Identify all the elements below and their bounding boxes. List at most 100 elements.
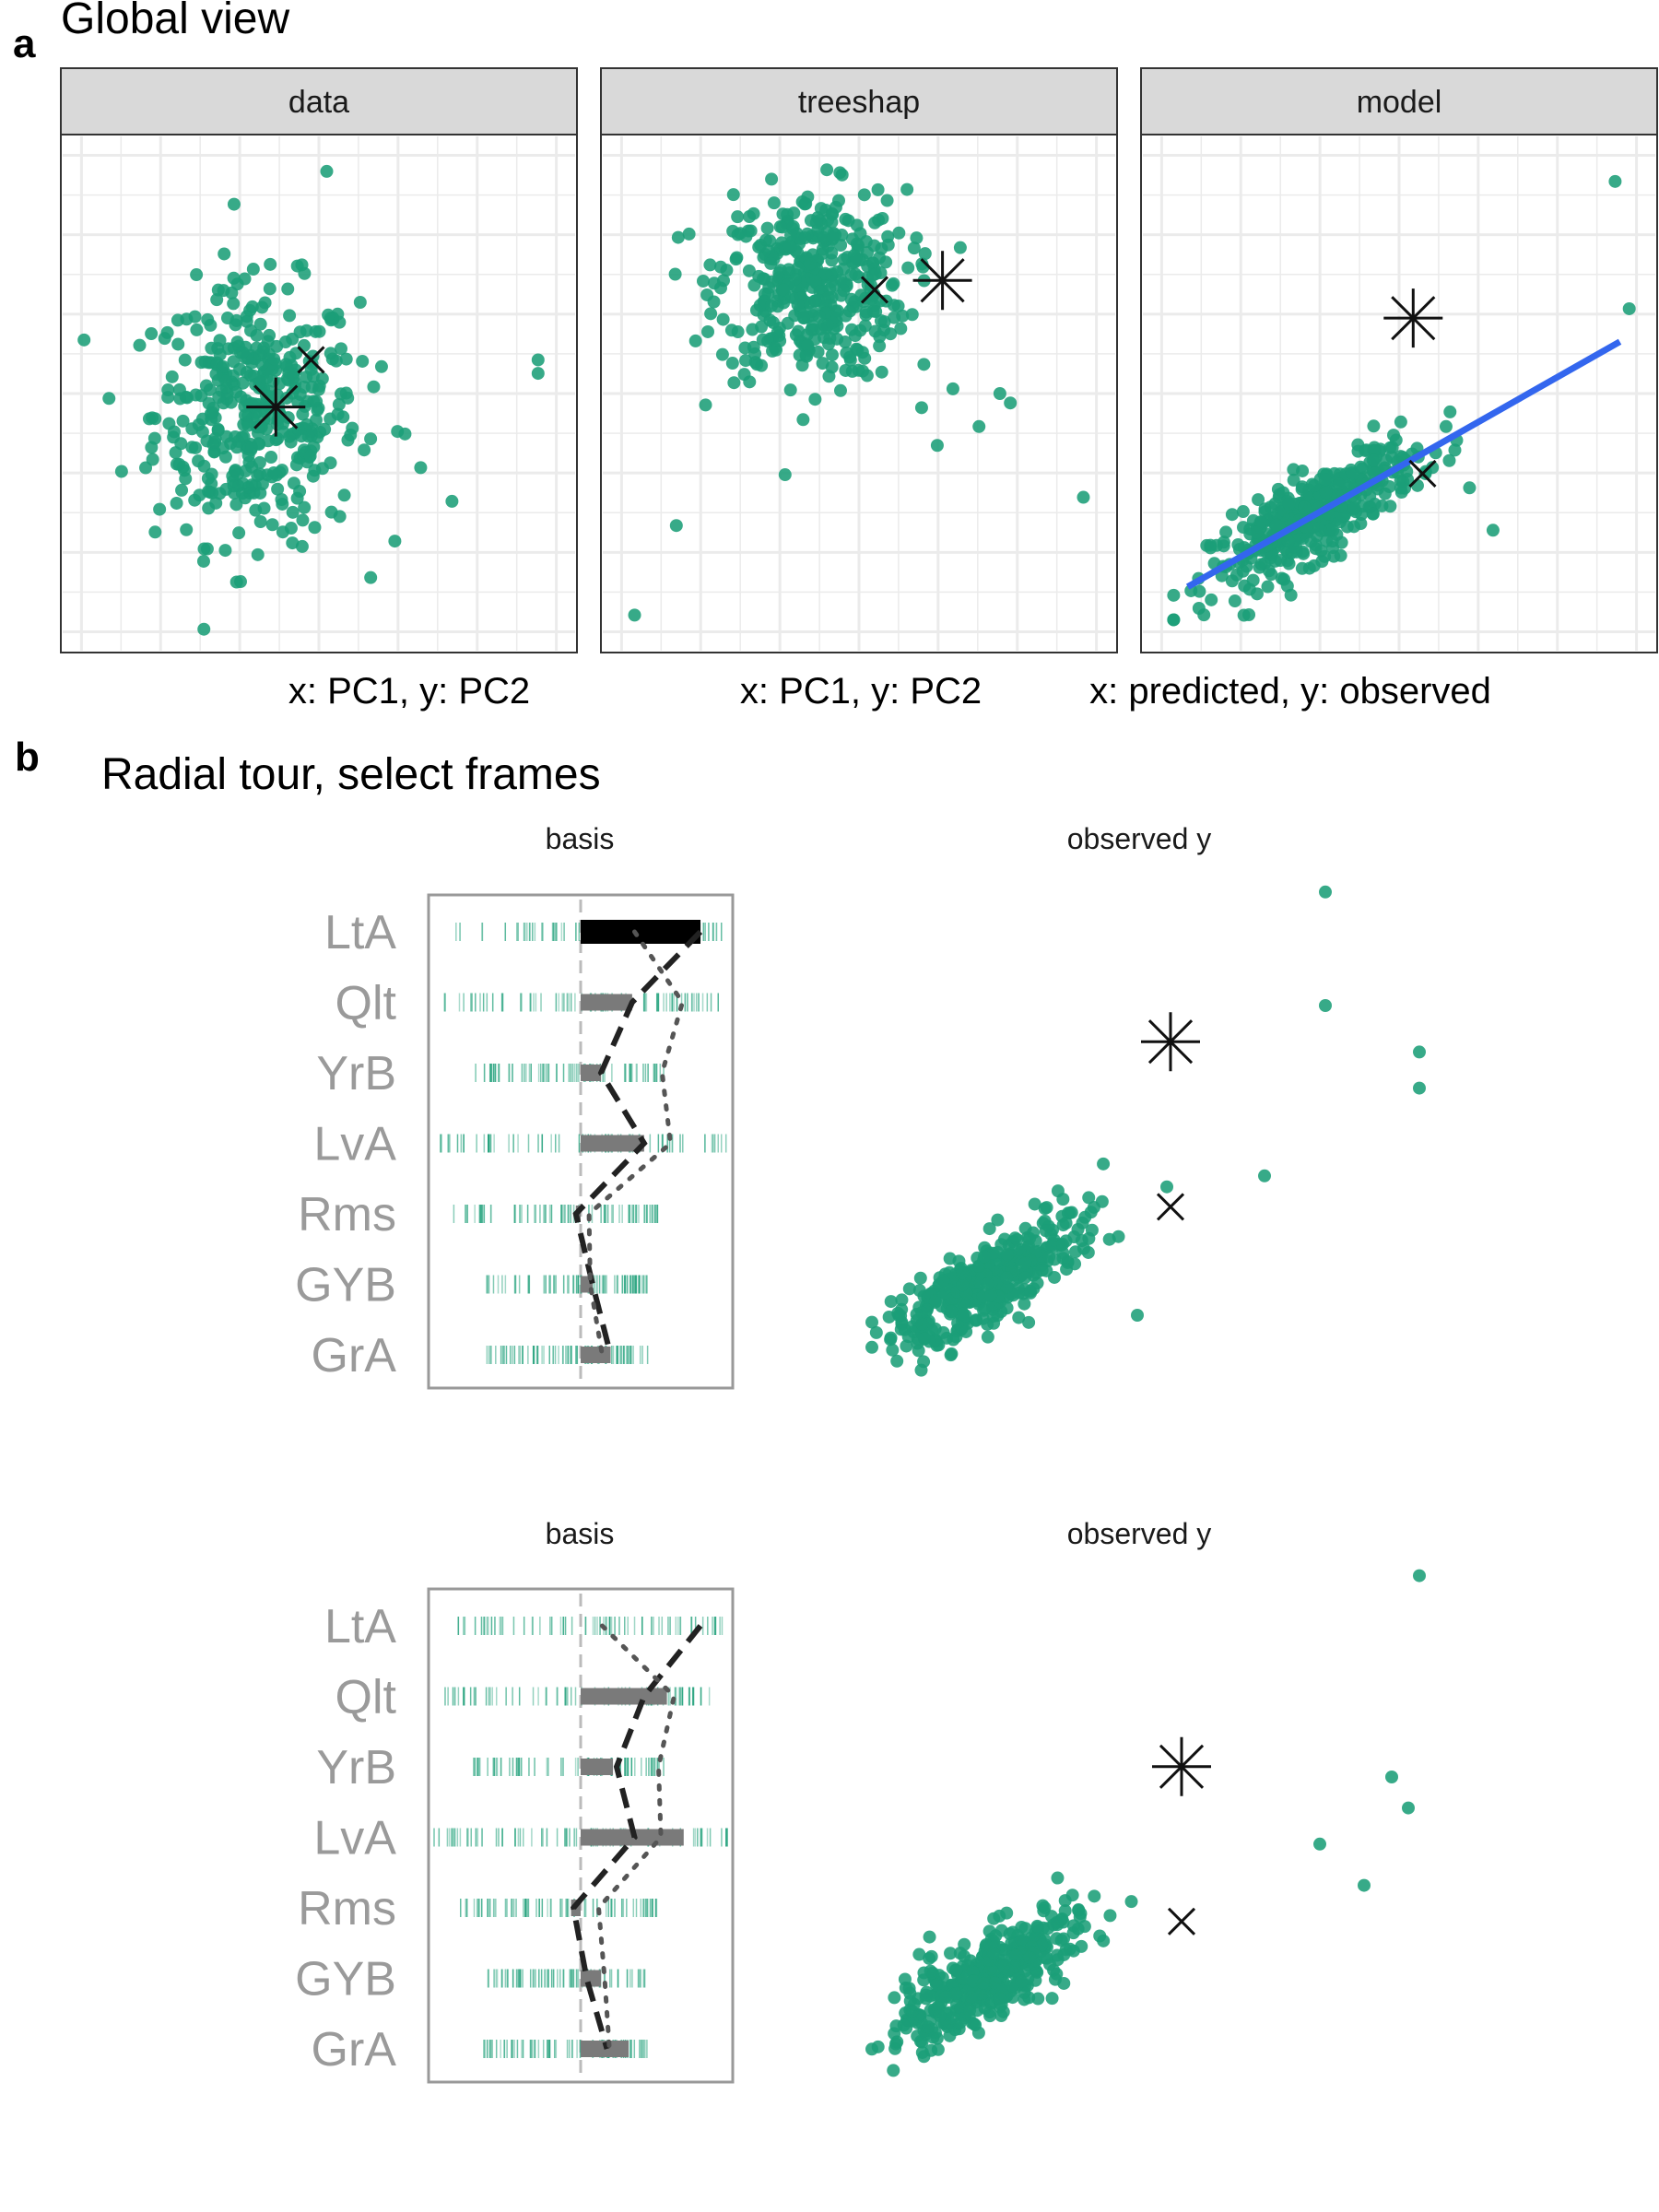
data-point: [280, 359, 294, 373]
data-point: [784, 229, 798, 242]
data-point: [1184, 583, 1198, 597]
data-point: [179, 472, 193, 486]
data-point: [993, 1992, 1006, 2006]
facet-treeshap-strip-label: treeshap: [798, 85, 920, 120]
data-point: [196, 554, 210, 568]
data-point: [837, 284, 851, 298]
x-marker: [297, 346, 325, 374]
data-point: [1022, 1315, 1036, 1329]
data-point: [814, 322, 828, 335]
data-point: [258, 296, 272, 310]
data-point: [785, 290, 799, 304]
data-point: [922, 2020, 935, 2034]
panel-b-label: b: [15, 735, 40, 780]
data-point: [201, 312, 215, 326]
x-marker: [1156, 1193, 1185, 1221]
data-point: [894, 1309, 908, 1323]
star-marker: [912, 251, 972, 311]
data-point: [1055, 1238, 1069, 1252]
data-point: [988, 1976, 1002, 1990]
data-point: [855, 364, 869, 378]
data-point: [936, 1274, 950, 1288]
variable-label-yrb: YrB: [316, 1741, 396, 1794]
data-point: [727, 376, 741, 390]
data-point: [1102, 1232, 1116, 1246]
data-point: [212, 390, 226, 404]
contribution-bar-yrb: [581, 1759, 614, 1775]
data-point: [767, 196, 781, 210]
data-point: [865, 268, 879, 282]
data-point: [283, 429, 297, 443]
data-point: [945, 2011, 959, 2025]
frame-2-basis-box: [427, 1587, 735, 2084]
data-point: [765, 275, 779, 288]
data-point: [337, 488, 351, 502]
star-marker: [246, 377, 306, 437]
data-point: [1319, 486, 1333, 500]
variable-label-gyb: GYB: [295, 1259, 396, 1312]
data-point: [946, 1271, 959, 1285]
data-point: [267, 352, 281, 366]
data-point: [153, 502, 167, 516]
data-point: [972, 419, 986, 433]
frame-2-basis: [433, 1594, 728, 2077]
data-point: [356, 354, 370, 368]
data-point: [1000, 1280, 1014, 1294]
data-point: [971, 1259, 985, 1273]
data-point: [202, 501, 216, 515]
x-marker: [1408, 459, 1437, 488]
facet-data-axis-caption: x: PC1, y: PC2: [288, 671, 530, 712]
data-point: [224, 395, 238, 409]
data-point: [227, 271, 241, 285]
data-point: [1367, 453, 1381, 467]
data-point: [1448, 443, 1462, 457]
frame-1-basis-box: [427, 893, 735, 1390]
data-point: [102, 392, 116, 406]
data-point: [1012, 1311, 1026, 1324]
data-point: [1367, 443, 1381, 457]
data-point: [114, 465, 128, 478]
data-point: [773, 219, 787, 233]
data-point: [765, 299, 779, 312]
facet-treeshap-axis-caption: x: PC1, y: PC2: [740, 671, 982, 712]
frame-2-variable-labels: LtA Qlt YrB LvA Rms GYB GrA: [295, 1600, 396, 2077]
data-point: [133, 338, 147, 352]
frame-1-points: [865, 885, 1426, 1377]
variable-label-lva: LvA: [313, 1118, 396, 1171]
data-point: [897, 2018, 911, 2032]
data-point: [765, 172, 779, 186]
data-point: [295, 539, 309, 553]
data-point: [180, 312, 194, 326]
data-point: [1045, 1992, 1059, 2006]
data-point: [1018, 1256, 1032, 1270]
data-point: [772, 322, 786, 335]
data-point: [1332, 477, 1346, 491]
data-point: [227, 297, 241, 311]
data-point: [1040, 1201, 1053, 1215]
data-point: [1287, 473, 1300, 487]
data-point: [339, 352, 353, 366]
data-point: [739, 354, 753, 368]
data-point: [367, 380, 381, 394]
data-point: [1078, 1210, 1092, 1224]
data-point: [994, 1924, 1008, 1937]
data-point: [364, 571, 378, 584]
data-point: [312, 379, 326, 393]
data-point: [1228, 594, 1241, 608]
data-point: [748, 347, 762, 360]
tour-frame-1: basis observed y LtA Qlt YrB LvA Rms GYB GrA: [295, 822, 1426, 1390]
data-point: [869, 1325, 883, 1339]
data-point: [884, 1331, 898, 1345]
data-point: [901, 261, 915, 275]
data-point: [293, 485, 307, 499]
variable-label-gra: GrA: [312, 1329, 397, 1382]
data-point: [229, 464, 242, 477]
data-point: [531, 353, 545, 367]
data-point: [991, 1213, 1005, 1227]
facet-model-axis-caption: x: predicted, y: observed: [1089, 671, 1491, 712]
data-point: [814, 202, 828, 216]
data-point: [981, 1330, 994, 1344]
data-point: [716, 312, 730, 326]
data-point: [907, 241, 921, 255]
data-point: [160, 325, 174, 339]
